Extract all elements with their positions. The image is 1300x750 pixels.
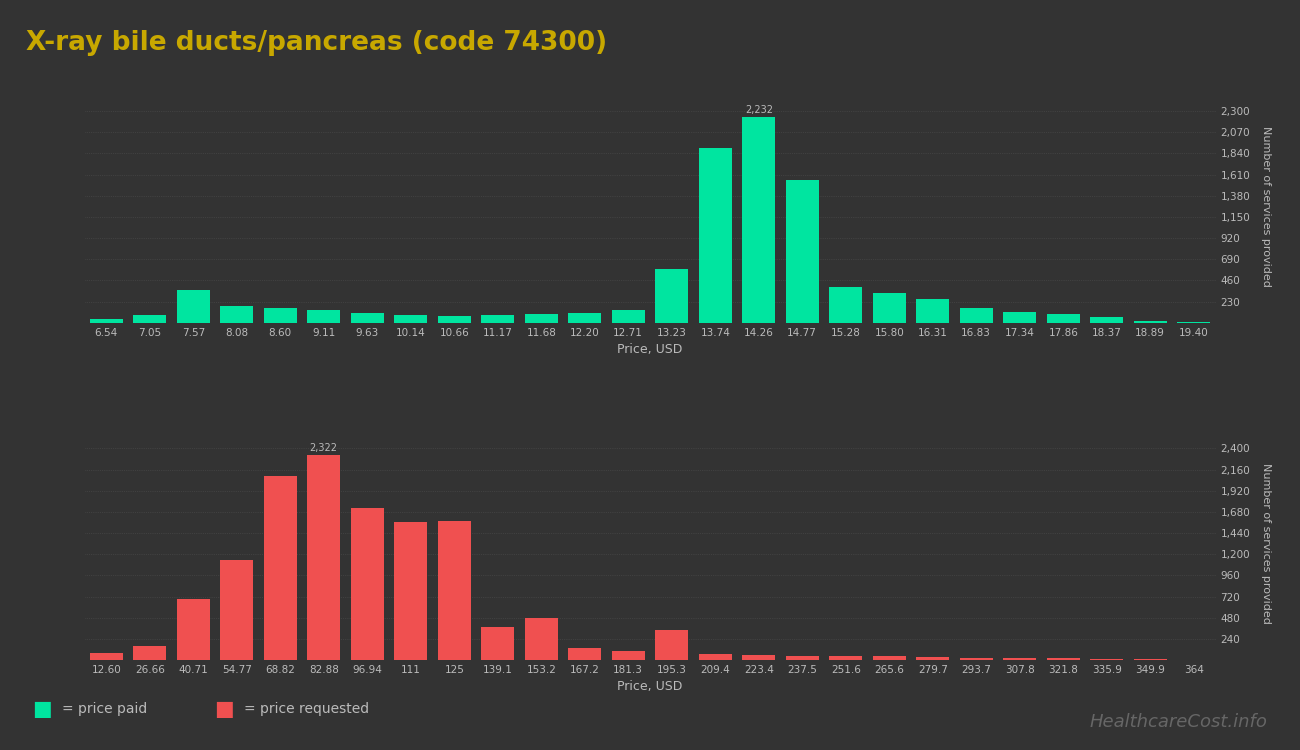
Bar (916, 657, 949, 660)
Bar (134, 315, 166, 322)
Bar (959, 308, 993, 322)
Bar (525, 314, 558, 322)
Bar (351, 313, 383, 322)
Bar (829, 656, 862, 660)
Bar (394, 522, 428, 660)
Bar (959, 658, 993, 660)
Text: = price paid: = price paid (62, 702, 148, 715)
Text: X-ray bile ducts/pancreas (code 74300): X-ray bile ducts/pancreas (code 74300) (26, 30, 607, 56)
Bar (525, 618, 558, 660)
Bar (221, 560, 254, 660)
Bar (90, 653, 122, 660)
Bar (177, 290, 209, 322)
Bar (872, 293, 906, 322)
Bar (612, 651, 645, 660)
Bar (481, 315, 514, 322)
Y-axis label: Number of services provided: Number of services provided (1261, 464, 1271, 624)
Bar (307, 310, 341, 322)
Text: = price requested: = price requested (244, 702, 369, 715)
Bar (1134, 321, 1166, 322)
Bar (916, 298, 949, 322)
Bar (742, 118, 775, 322)
Bar (1004, 312, 1036, 322)
Bar (177, 599, 209, 660)
Bar (307, 455, 341, 660)
Bar (1046, 314, 1079, 322)
Bar (264, 476, 296, 660)
Bar (438, 316, 471, 322)
Bar (394, 315, 428, 322)
Bar (438, 520, 471, 660)
Bar (1091, 317, 1123, 322)
Bar (742, 655, 775, 660)
Text: ■: ■ (32, 699, 52, 718)
Bar (786, 180, 819, 322)
Bar (221, 306, 254, 322)
Bar (481, 628, 514, 660)
Bar (1004, 658, 1036, 660)
Bar (699, 148, 732, 322)
Bar (264, 308, 296, 322)
Bar (1046, 658, 1079, 660)
X-axis label: Price, USD: Price, USD (618, 343, 682, 356)
Bar (829, 286, 862, 322)
Bar (872, 656, 906, 660)
Bar (699, 654, 732, 660)
Bar (568, 314, 601, 322)
Text: 2,232: 2,232 (745, 105, 772, 115)
Bar (351, 509, 383, 660)
Bar (655, 630, 688, 660)
Bar (134, 646, 166, 660)
Y-axis label: Number of services provided: Number of services provided (1261, 126, 1271, 286)
Text: HealthcareCost.info: HealthcareCost.info (1089, 713, 1268, 731)
Bar (1091, 659, 1123, 660)
Text: 2,322: 2,322 (309, 442, 338, 453)
X-axis label: Price, USD: Price, USD (618, 680, 682, 694)
Bar (568, 648, 601, 660)
Bar (786, 656, 819, 660)
Bar (90, 319, 122, 322)
Bar (612, 310, 645, 322)
Text: ■: ■ (214, 699, 234, 718)
Bar (655, 269, 688, 322)
